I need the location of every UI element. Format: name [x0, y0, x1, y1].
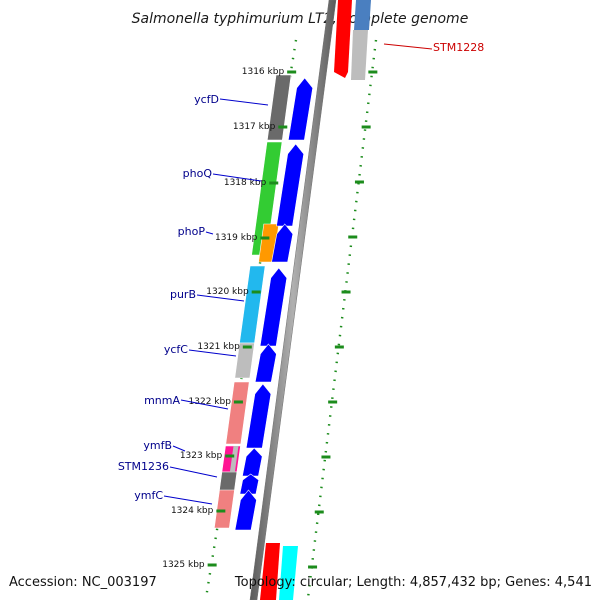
tick-label-5: 1320 kbp	[206, 287, 249, 297]
ymfB-sliver	[229, 446, 239, 472]
leader-phoq	[212, 173, 262, 182]
backbone-line	[249, 0, 337, 600]
genome-backbone	[249, 0, 337, 600]
leader-ycfd	[219, 98, 269, 106]
gene-label-stm1236: STM1236	[118, 460, 169, 473]
tick-label-7: 1322 kbp	[189, 397, 232, 407]
tick-label-1: 1316 kbp	[242, 67, 285, 77]
STM1228-arrow	[334, 0, 352, 78]
gene-label-ycfc: ycfC	[164, 343, 188, 356]
gene-bar-ymfc	[213, 489, 235, 529]
far-gene-grey	[351, 30, 368, 80]
tick-label-8: 1323 kbp	[180, 451, 223, 461]
gene-bar-ycfd	[266, 74, 292, 141]
gene-label-ymfc: ymfC	[134, 489, 163, 502]
gene-bar-purb	[239, 265, 266, 344]
gene-label-ymfb: ymfB	[143, 439, 172, 452]
gene-label-ycfd: ycfD	[194, 93, 219, 106]
gene-blocks	[213, 0, 371, 600]
bottom-gene-red	[260, 543, 280, 600]
leader-purb	[196, 294, 245, 302]
far-gene-blue	[354, 0, 371, 30]
gene-labels: ycfD phoQ phoP purB ycfC mnmA ymfB STM1236 ymfC S…	[118, 41, 484, 505]
leader-phop	[205, 231, 214, 235]
accession-text: Accession: NC_003197	[9, 575, 157, 590]
tick-label-2: 1317 kbp	[233, 122, 276, 132]
gene-bar-mnma	[225, 381, 250, 445]
leader-mnma	[180, 399, 229, 410]
bottom-gene-cyan	[279, 546, 298, 600]
cds-arrow-9	[234, 489, 257, 531]
cds-arrow-4	[259, 267, 288, 347]
gene-label-phoq: phoQ	[183, 167, 213, 180]
cds-arrow-5	[254, 343, 277, 383]
cds-arrow-2	[276, 143, 305, 227]
scale-ticks: 1316 kbp 1317 kbp 1318 kbp 1319 kbp 1320 kbp…	[162, 67, 378, 570]
tick-label-6: 1321 kbp	[197, 342, 240, 352]
leader-ymfc	[163, 495, 213, 505]
leader-ycfc	[188, 349, 237, 357]
tick-label-10: 1325 kbp	[162, 560, 205, 570]
cds-arrow-1	[287, 77, 314, 141]
cds-arrow-3	[271, 223, 294, 263]
far-ring	[204, 39, 378, 599]
cds-arrow-6	[245, 383, 272, 449]
gene-label-phop: phoP	[178, 225, 206, 238]
map-title: Salmonella typhimurium LT2, complete gen…	[132, 11, 469, 27]
leader-stm1228	[383, 43, 433, 50]
tick-label-3: 1318 kbp	[224, 178, 267, 188]
gene-label-purb: purB	[170, 288, 196, 301]
gene-label-mnma: mnmA	[144, 394, 180, 407]
leader-ymfb	[172, 445, 186, 452]
cds-arrow-7	[242, 447, 263, 477]
gene-bar-ycfc	[234, 342, 255, 379]
tick-label-9: 1324 kbp	[171, 506, 214, 516]
gene-bar-stm1236	[218, 471, 238, 493]
topology-text: Topology: circular; Length: 4,857,432 bp…	[234, 575, 592, 590]
outer-dotted-ring	[306, 39, 378, 599]
leader-stm1236	[169, 466, 218, 478]
tick-label-4: 1319 kbp	[215, 233, 258, 243]
gene-label-stm1228: STM1228	[433, 41, 484, 54]
